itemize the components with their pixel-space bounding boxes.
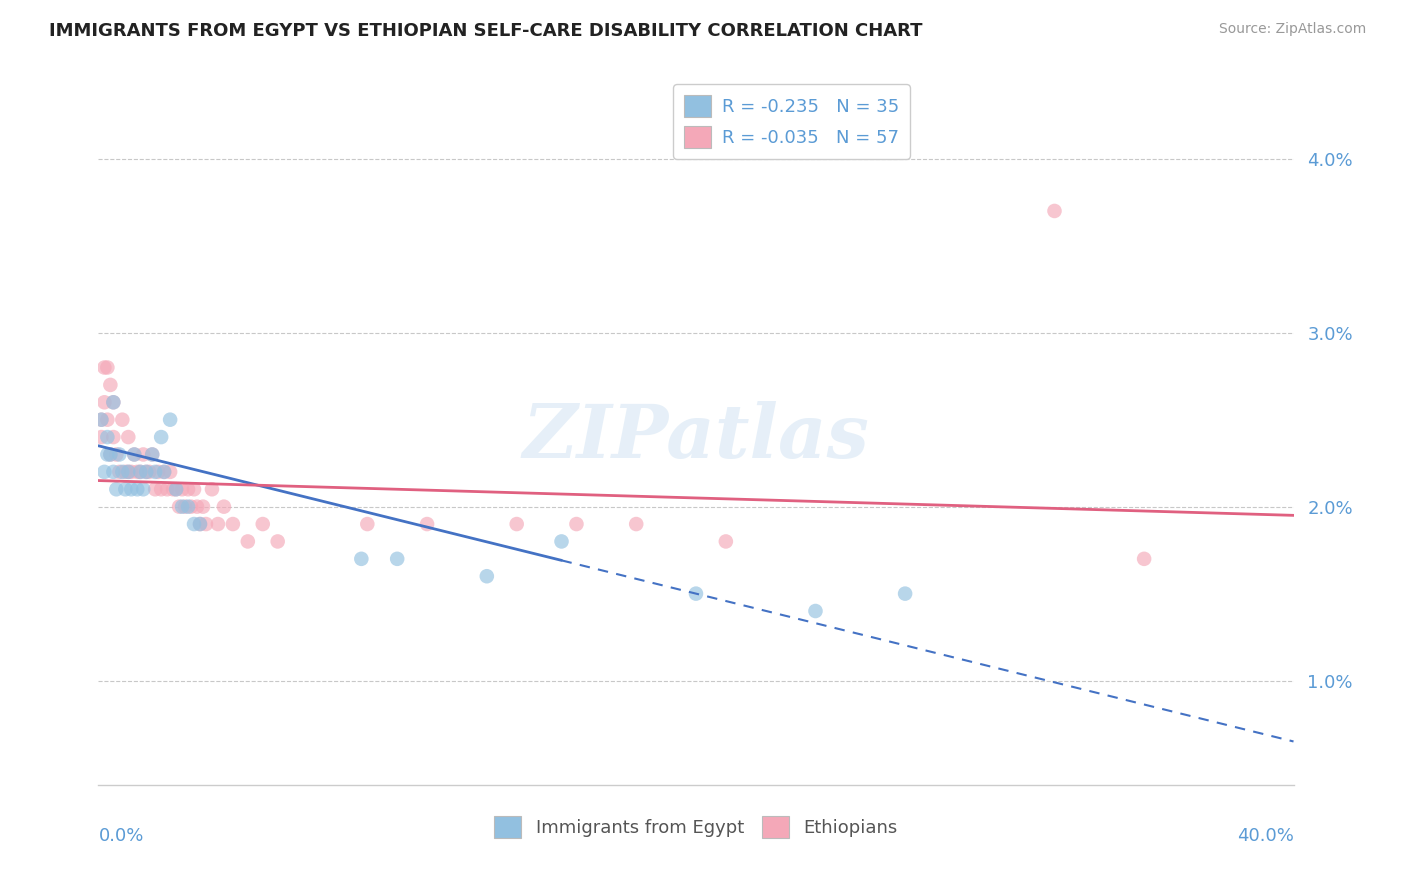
Point — [135, 465, 157, 479]
Point — [236, 534, 259, 549]
Point — [148, 465, 170, 479]
Point — [165, 482, 187, 496]
Point — [167, 500, 190, 514]
Point — [105, 447, 128, 462]
Point — [165, 482, 187, 496]
Point — [174, 500, 197, 514]
Point — [111, 412, 134, 426]
Point — [207, 516, 229, 531]
Point — [1133, 551, 1156, 566]
Point — [132, 447, 155, 462]
Point — [685, 587, 707, 601]
Point — [124, 447, 146, 462]
Point — [385, 551, 409, 566]
Point — [111, 465, 134, 479]
Point — [103, 465, 125, 479]
Point — [120, 482, 142, 496]
Point — [96, 447, 118, 462]
Point — [150, 482, 173, 496]
Point — [201, 482, 224, 496]
Point — [103, 395, 125, 409]
Legend: Immigrants from Egypt, Ethiopians: Immigrants from Egypt, Ethiopians — [486, 809, 905, 846]
Point — [127, 482, 149, 496]
Point — [96, 360, 118, 375]
Point — [124, 447, 146, 462]
Point — [120, 465, 142, 479]
Point — [90, 430, 112, 444]
Point — [93, 360, 115, 375]
Point — [159, 465, 181, 479]
Point — [96, 412, 118, 426]
Point — [714, 534, 737, 549]
Point — [117, 465, 139, 479]
Point — [162, 482, 184, 496]
Point — [626, 516, 648, 531]
Point — [1043, 203, 1066, 218]
Point — [550, 534, 572, 549]
Point — [129, 465, 152, 479]
Text: 0.0%: 0.0% — [98, 827, 143, 845]
Point — [141, 447, 163, 462]
Point — [103, 395, 125, 409]
Point — [475, 569, 498, 583]
Point — [222, 516, 245, 531]
Point — [129, 465, 152, 479]
Point — [98, 377, 122, 392]
Point — [98, 447, 122, 462]
Point — [188, 516, 211, 531]
Point — [93, 395, 115, 409]
Point — [177, 500, 200, 514]
Point — [117, 465, 139, 479]
Point — [172, 482, 194, 496]
Point — [159, 412, 181, 426]
Point — [172, 500, 194, 514]
Point — [506, 516, 529, 531]
Point — [195, 516, 218, 531]
Text: 40.0%: 40.0% — [1237, 827, 1294, 845]
Point — [252, 516, 274, 531]
Point — [105, 482, 128, 496]
Point — [183, 516, 205, 531]
Point — [153, 465, 176, 479]
Point — [98, 447, 122, 462]
Point — [416, 516, 439, 531]
Point — [191, 500, 214, 514]
Text: IMMIGRANTS FROM EGYPT VS ETHIOPIAN SELF-CARE DISABILITY CORRELATION CHART: IMMIGRANTS FROM EGYPT VS ETHIOPIAN SELF-… — [49, 22, 922, 40]
Point — [186, 500, 208, 514]
Point — [90, 412, 112, 426]
Point — [183, 482, 205, 496]
Point — [177, 482, 200, 496]
Point — [804, 604, 827, 618]
Point — [93, 465, 115, 479]
Point — [103, 430, 125, 444]
Point — [127, 465, 149, 479]
Point — [108, 465, 131, 479]
Point — [212, 500, 235, 514]
Point — [135, 465, 157, 479]
Point — [132, 482, 155, 496]
Text: Source: ZipAtlas.com: Source: ZipAtlas.com — [1219, 22, 1367, 37]
Text: ZIPatlas: ZIPatlas — [523, 401, 869, 474]
Point — [90, 412, 112, 426]
Point — [141, 447, 163, 462]
Point — [138, 465, 160, 479]
Point — [143, 465, 166, 479]
Point — [108, 447, 131, 462]
Point — [143, 482, 166, 496]
Point — [156, 482, 179, 496]
Point — [894, 587, 917, 601]
Point — [153, 465, 176, 479]
Point — [350, 551, 373, 566]
Point — [356, 516, 378, 531]
Point — [180, 500, 202, 514]
Point — [114, 482, 136, 496]
Point — [267, 534, 290, 549]
Point — [188, 516, 211, 531]
Point — [96, 430, 118, 444]
Point — [114, 465, 136, 479]
Point — [150, 430, 173, 444]
Point — [117, 430, 139, 444]
Point — [565, 516, 588, 531]
